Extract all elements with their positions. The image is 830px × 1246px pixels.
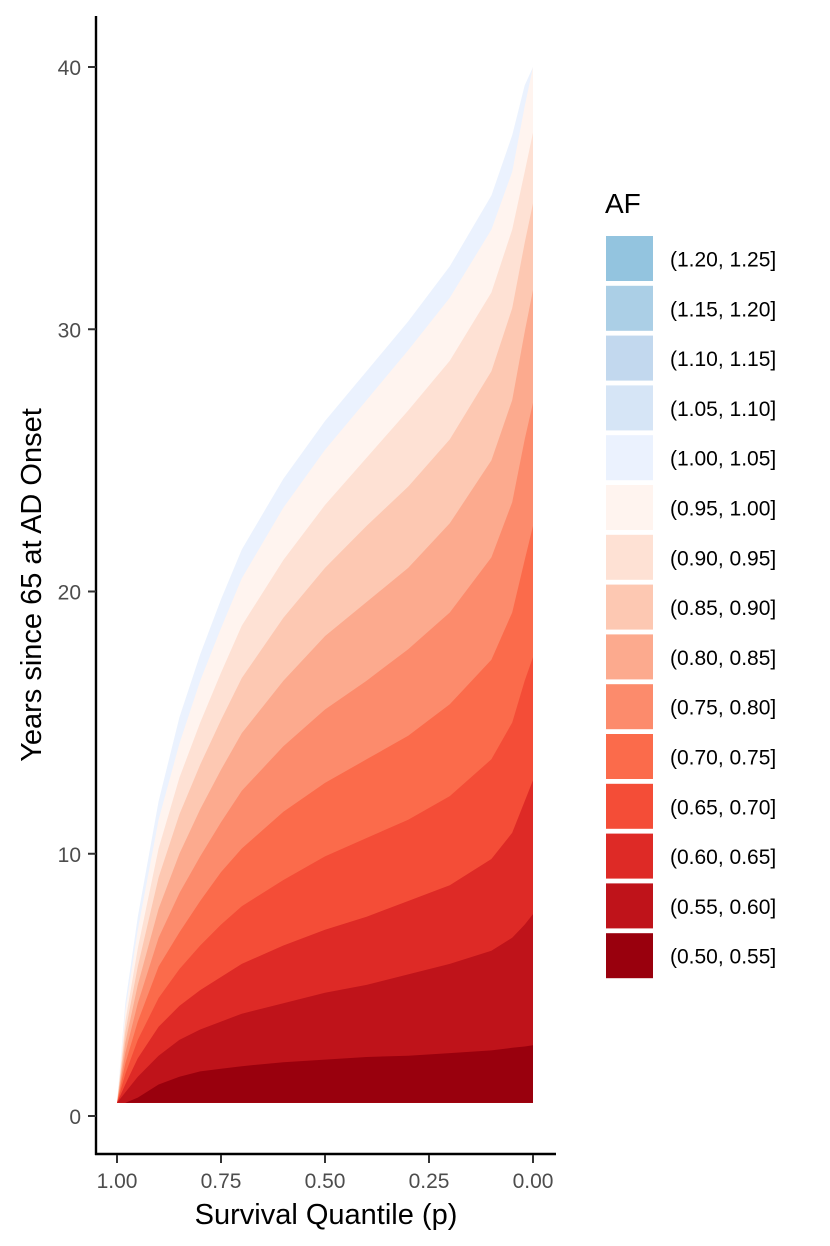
legend-label: (1.15, 1.20] xyxy=(670,298,776,321)
legend-title: AF xyxy=(605,188,641,219)
legend-label: (0.50, 0.55] xyxy=(670,946,776,969)
legend-key xyxy=(606,335,653,381)
legend-label: (1.00, 1.05] xyxy=(670,448,776,471)
legend-key xyxy=(606,435,653,481)
legend-key xyxy=(606,385,653,431)
legend-key xyxy=(606,584,653,630)
legend-label: (0.80, 0.85] xyxy=(670,647,776,670)
legend-label: (1.10, 1.15] xyxy=(670,348,776,371)
y-tick-label: 40 xyxy=(58,57,81,80)
y-tick-label: 30 xyxy=(58,319,81,342)
x-tick-label: 0.75 xyxy=(201,1170,242,1193)
legend-label: (0.90, 0.95] xyxy=(670,547,776,570)
legend-key xyxy=(606,883,653,929)
x-axis-ticks: 1.00 0.75 0.50 0.25 0.00 xyxy=(97,1155,554,1193)
legend: (1.20, 1.25] (1.15, 1.20] (1.10, 1.15] (1.0… xyxy=(606,236,776,979)
legend-label: (1.05, 1.10] xyxy=(670,398,776,421)
contour-bands xyxy=(117,67,533,1103)
legend-key xyxy=(606,734,653,779)
x-tick-label: 0.50 xyxy=(305,1170,346,1193)
legend-label: (0.60, 0.65] xyxy=(670,846,776,869)
y-tick-label: 10 xyxy=(58,844,81,867)
y-tick-label: 0 xyxy=(69,1106,81,1129)
x-tick-label: 0.00 xyxy=(513,1170,554,1193)
x-axis-title: Survival Quantile (p) xyxy=(195,1199,458,1231)
y-tick-label: 20 xyxy=(58,582,81,605)
legend-key xyxy=(606,933,653,979)
legend-key xyxy=(606,684,653,730)
y-axis-title: Years since 65 at AD Onset xyxy=(16,408,48,762)
legend-key xyxy=(606,285,653,331)
legend-key xyxy=(606,783,653,829)
legend-key xyxy=(606,534,653,580)
legend-label: (0.95, 1.00] xyxy=(670,498,776,521)
legend-label: (0.65, 0.70] xyxy=(670,796,776,819)
legend-key xyxy=(606,833,653,879)
legend-label: (1.20, 1.25] xyxy=(670,249,776,272)
legend-label: (0.85, 0.90] xyxy=(670,597,776,620)
legend-key xyxy=(606,485,653,530)
x-tick-label: 1.00 xyxy=(97,1170,138,1193)
legend-label: (0.70, 0.75] xyxy=(670,747,776,770)
legend-label: (0.75, 0.80] xyxy=(670,697,776,720)
x-tick-label: 0.25 xyxy=(409,1170,450,1193)
legend-label: (0.55, 0.60] xyxy=(670,896,776,919)
legend-key xyxy=(606,634,653,680)
legend-key xyxy=(606,236,653,281)
y-axis-ticks: 0 10 20 30 40 xyxy=(58,57,96,1129)
band-0.50-0.55 xyxy=(117,1045,533,1103)
